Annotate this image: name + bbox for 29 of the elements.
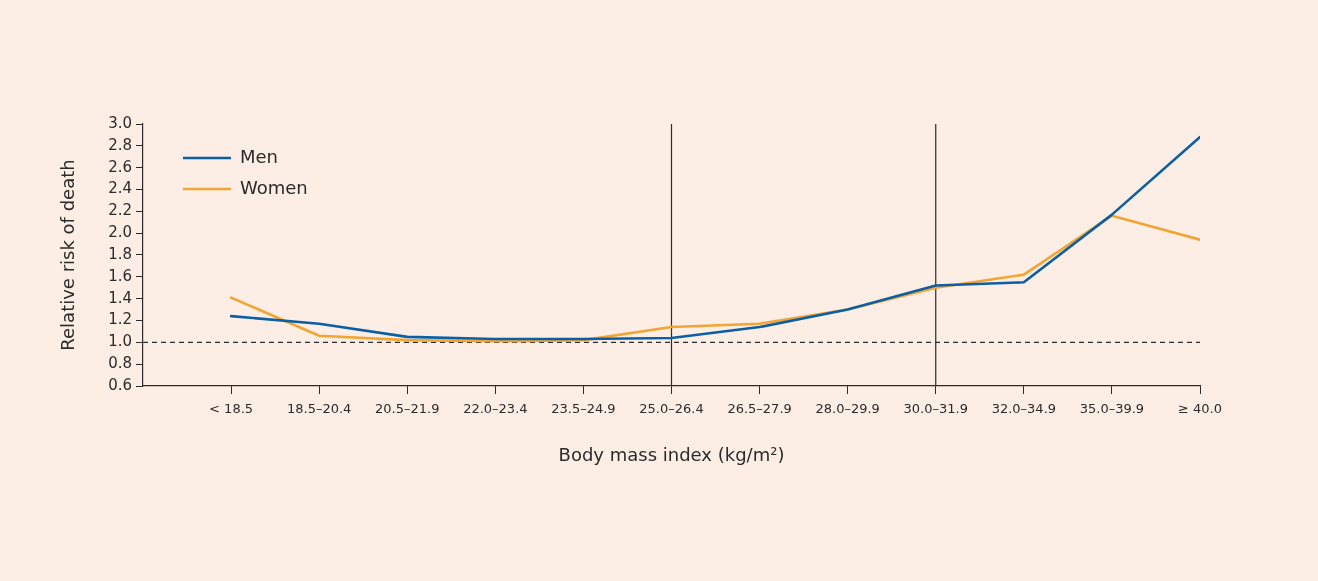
x-tick-label: ≥ 40.0	[1178, 401, 1222, 417]
x-tick-label: 32.0–34.9	[991, 401, 1057, 417]
y-tick-label: 1.4	[108, 288, 132, 307]
x-tick-label: 35.0–39.9	[1079, 401, 1145, 417]
legend-label: Women	[240, 176, 308, 198]
y-tick-label: 2.0	[108, 223, 132, 242]
legend-label: Men	[240, 145, 279, 167]
y-tick-label: 2.4	[108, 179, 132, 198]
y-tick-label: 2.6	[108, 157, 132, 176]
x-tick-label: 23.5–24.9	[551, 401, 616, 417]
y-tick-label: 1.8	[108, 244, 132, 263]
x-tick-label: < 18.5	[209, 401, 254, 417]
y-tick-label: 1.2	[108, 310, 132, 329]
x-tick-label: 20.5–21.9	[375, 401, 440, 417]
y-tick-label: 0.6	[108, 375, 132, 394]
y-tick-label: 1.0	[108, 332, 132, 351]
x-tick-label: 30.0–31.9	[903, 401, 968, 417]
y-tick-label: 2.2	[108, 201, 132, 220]
y-tick-label: 3.0	[108, 113, 132, 132]
x-tick-label: 28.0–29.9	[815, 401, 880, 417]
y-tick-label: 2.8	[108, 135, 132, 154]
x-tick-label: 18.5–20.4	[286, 401, 352, 417]
y-tick-label: 0.8	[108, 354, 132, 373]
x-tick-label: 25.0–26.4	[639, 401, 704, 417]
x-axis-title: Body mass index (kg/m²)	[558, 443, 785, 465]
x-tick-label: 22.0–23.4	[463, 401, 528, 417]
x-tick-label: 26.5–27.9	[727, 401, 792, 417]
y-axis-title: Relative risk of death	[57, 159, 79, 351]
y-tick-label: 1.6	[108, 266, 132, 285]
